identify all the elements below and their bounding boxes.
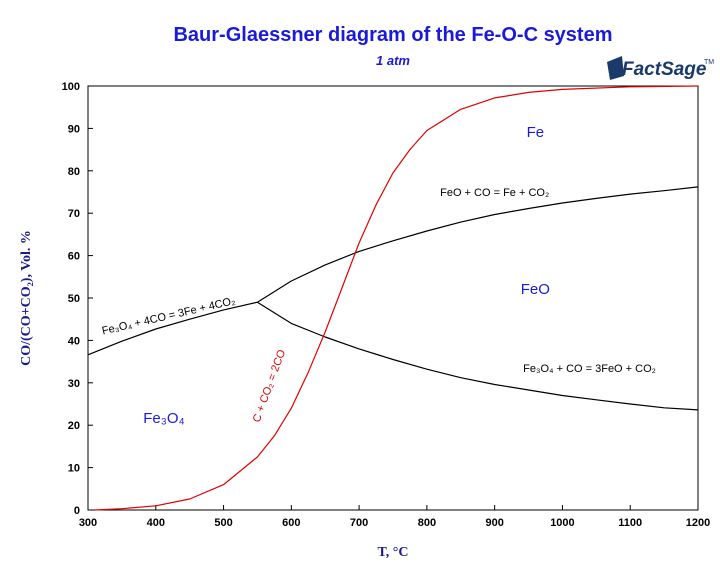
- y-axis-label: CO/(CO+CO₂), Vol. %: [19, 230, 34, 366]
- x-tick-label: 800: [418, 517, 436, 529]
- annotation-label: FeO: [521, 281, 550, 298]
- x-tick-label: 1000: [550, 517, 574, 529]
- series-line-2: [257, 301, 699, 411]
- factsage-logo: FactSage TM: [607, 56, 714, 80]
- x-tick-label: 1200: [686, 517, 710, 529]
- x-tick-label: 700: [350, 517, 368, 529]
- phase-boundaries: [87, 85, 699, 511]
- y-tick-label: 0: [74, 505, 80, 517]
- x-tick-label: 500: [214, 517, 232, 529]
- logo-emblem-icon: [607, 56, 624, 80]
- x-tick-label: 900: [485, 517, 503, 529]
- y-tick-label: 40: [68, 335, 80, 347]
- y-tick-label: 10: [68, 463, 80, 475]
- annotation-label: Fe₃O₄ + 4CO = 3Fe + 4CO₂: [101, 295, 237, 337]
- series-line-1: [257, 186, 699, 303]
- y-tick-label: 50: [68, 293, 80, 305]
- y-tick-label: 30: [68, 378, 80, 390]
- series-line-3: [94, 85, 699, 511]
- annotation-label: Fe: [527, 124, 545, 141]
- annotation-label: Fe₃O₄: [143, 410, 184, 427]
- x-tick-label: 1100: [618, 517, 642, 529]
- x-tick-label: 400: [147, 517, 165, 529]
- x-axis-label: T, °C: [377, 545, 408, 560]
- x-tick-label: 300: [79, 517, 97, 529]
- series-line-0: [87, 301, 258, 356]
- logo-tm: TM: [704, 59, 714, 66]
- y-tick-label: 70: [68, 208, 80, 220]
- y-tick-label: 20: [68, 420, 80, 432]
- logo-text: FactSage: [622, 59, 707, 80]
- annotation-label: C + CO₂ = 2CO: [251, 348, 289, 424]
- chart-title: Baur-Glaessner diagram of the Fe-O-C sys…: [173, 24, 612, 46]
- chart-subtitle: 1 atm: [376, 53, 410, 68]
- x-tick-label: 600: [282, 517, 300, 529]
- y-tick-label: 90: [68, 123, 80, 135]
- y-tick-label: 60: [68, 251, 80, 263]
- region-labels: Fe FeO Fe₃O₄ FeO + CO = Fe + CO₂ Fe₃O₄ + CO …: [101, 124, 656, 427]
- axis-ticks: 300 400 500 600 700 800 900 1000 1100 1200 0 10 20 30…: [62, 81, 711, 529]
- y-tick-label: 100: [62, 81, 80, 93]
- plot-area: [87, 85, 699, 511]
- annotation-label: FeO + CO = Fe + CO₂: [440, 187, 549, 199]
- y-tick-label: 80: [68, 166, 80, 178]
- annotation-label: Fe₃O₄ + CO = 3FeO + CO₂: [523, 363, 656, 375]
